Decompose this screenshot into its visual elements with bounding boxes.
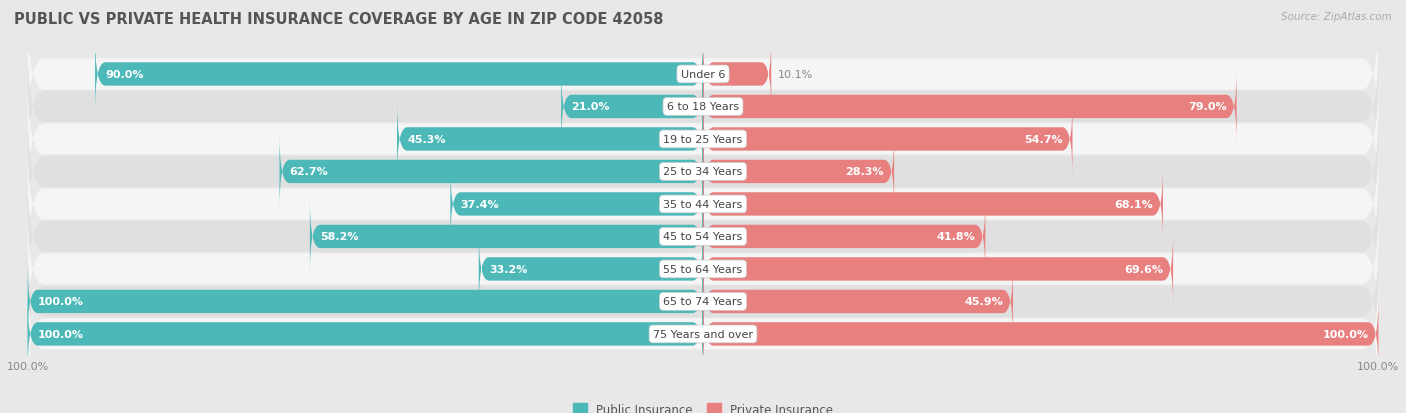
FancyBboxPatch shape	[28, 9, 1378, 140]
FancyBboxPatch shape	[28, 297, 703, 371]
Text: 28.3%: 28.3%	[845, 167, 884, 177]
Text: 6 to 18 Years: 6 to 18 Years	[666, 102, 740, 112]
FancyBboxPatch shape	[96, 38, 703, 112]
FancyBboxPatch shape	[703, 70, 1237, 144]
FancyBboxPatch shape	[28, 171, 1378, 302]
FancyBboxPatch shape	[280, 135, 703, 209]
Text: 69.6%: 69.6%	[1123, 264, 1163, 274]
Text: 10.1%: 10.1%	[778, 70, 813, 80]
FancyBboxPatch shape	[479, 233, 703, 306]
Text: 100.0%: 100.0%	[38, 297, 84, 307]
Text: 68.1%: 68.1%	[1114, 199, 1153, 209]
Text: 37.4%: 37.4%	[461, 199, 499, 209]
Text: 21.0%: 21.0%	[571, 102, 610, 112]
FancyBboxPatch shape	[28, 268, 1378, 400]
FancyBboxPatch shape	[28, 236, 1378, 367]
FancyBboxPatch shape	[28, 42, 1378, 173]
Text: 35 to 44 Years: 35 to 44 Years	[664, 199, 742, 209]
Text: 79.0%: 79.0%	[1188, 102, 1226, 112]
FancyBboxPatch shape	[28, 204, 1378, 335]
FancyBboxPatch shape	[28, 265, 703, 339]
FancyBboxPatch shape	[703, 233, 1173, 306]
Text: 90.0%: 90.0%	[105, 70, 143, 80]
FancyBboxPatch shape	[561, 70, 703, 144]
Text: 19 to 25 Years: 19 to 25 Years	[664, 135, 742, 145]
Text: Source: ZipAtlas.com: Source: ZipAtlas.com	[1281, 12, 1392, 22]
Text: 45.3%: 45.3%	[408, 135, 446, 145]
Legend: Public Insurance, Private Insurance: Public Insurance, Private Insurance	[572, 403, 834, 413]
FancyBboxPatch shape	[703, 168, 1163, 241]
Text: Under 6: Under 6	[681, 70, 725, 80]
Text: 100.0%: 100.0%	[1322, 329, 1368, 339]
Text: 58.2%: 58.2%	[321, 232, 359, 242]
Text: 55 to 64 Years: 55 to 64 Years	[664, 264, 742, 274]
Text: 62.7%: 62.7%	[290, 167, 329, 177]
FancyBboxPatch shape	[28, 74, 1378, 205]
FancyBboxPatch shape	[450, 168, 703, 241]
FancyBboxPatch shape	[703, 297, 1378, 371]
FancyBboxPatch shape	[396, 103, 703, 176]
Text: 100.0%: 100.0%	[38, 329, 84, 339]
FancyBboxPatch shape	[703, 103, 1073, 176]
Text: 75 Years and over: 75 Years and over	[652, 329, 754, 339]
Text: 54.7%: 54.7%	[1024, 135, 1063, 145]
Text: PUBLIC VS PRIVATE HEALTH INSURANCE COVERAGE BY AGE IN ZIP CODE 42058: PUBLIC VS PRIVATE HEALTH INSURANCE COVER…	[14, 12, 664, 27]
FancyBboxPatch shape	[703, 38, 772, 112]
FancyBboxPatch shape	[28, 139, 1378, 270]
Text: 33.2%: 33.2%	[489, 264, 527, 274]
FancyBboxPatch shape	[28, 107, 1378, 237]
Text: 45.9%: 45.9%	[965, 297, 1002, 307]
Text: 25 to 34 Years: 25 to 34 Years	[664, 167, 742, 177]
Text: 41.8%: 41.8%	[936, 232, 976, 242]
FancyBboxPatch shape	[703, 135, 894, 209]
FancyBboxPatch shape	[703, 200, 986, 274]
Text: 65 to 74 Years: 65 to 74 Years	[664, 297, 742, 307]
FancyBboxPatch shape	[703, 265, 1012, 339]
FancyBboxPatch shape	[309, 200, 703, 274]
Text: 45 to 54 Years: 45 to 54 Years	[664, 232, 742, 242]
